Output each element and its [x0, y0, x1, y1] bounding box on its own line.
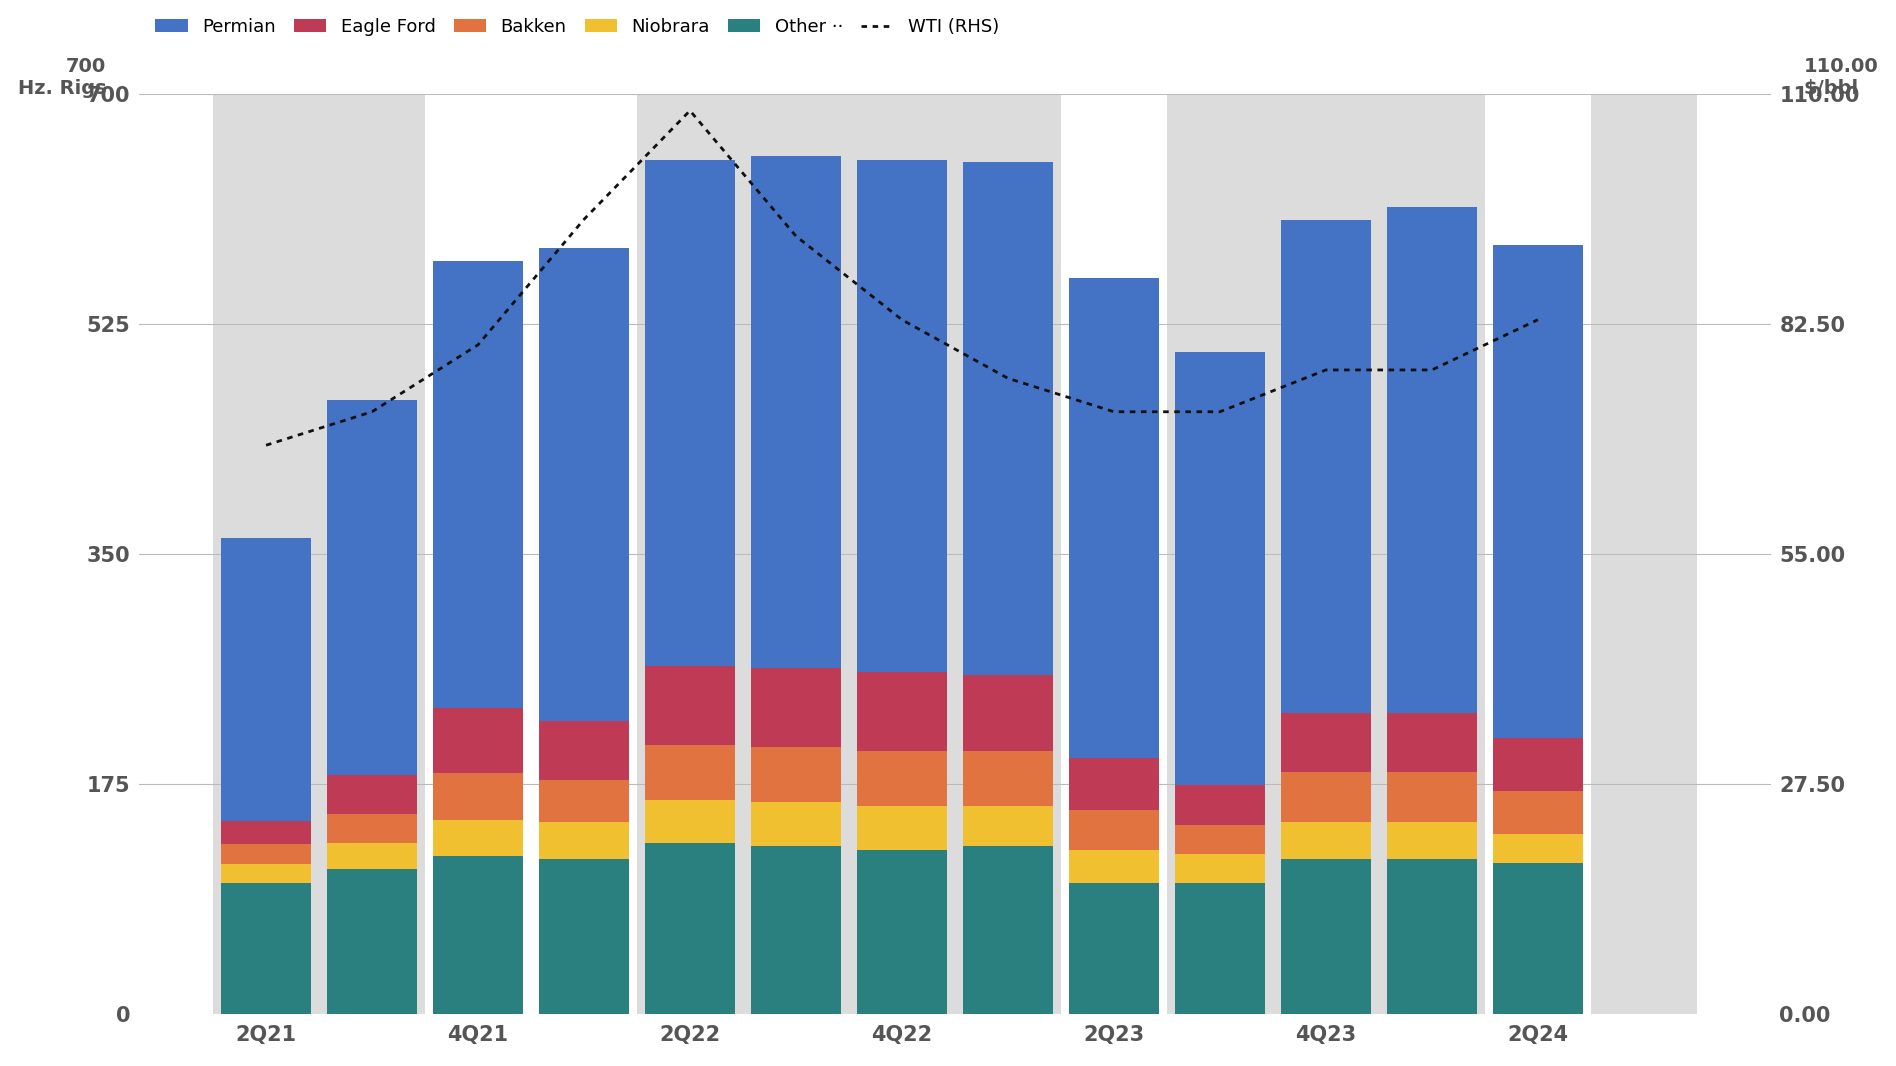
Bar [1069, 758, 1158, 810]
Bar [1386, 713, 1477, 772]
Bar [222, 821, 311, 844]
Bar [963, 752, 1052, 806]
Bar [1282, 220, 1371, 713]
Bar [222, 883, 311, 1014]
Bar [222, 844, 311, 865]
Bar [432, 261, 523, 708]
Bar [751, 156, 842, 668]
Text: 110.00
$/bbl: 110.00 $/bbl [1803, 58, 1879, 98]
Bar [1282, 772, 1371, 822]
Bar [1492, 738, 1583, 791]
Bar [645, 843, 736, 1014]
Bar [1492, 834, 1583, 862]
Bar [857, 806, 946, 850]
Bar [1282, 713, 1371, 772]
Bar [963, 162, 1052, 675]
Bar [857, 160, 946, 673]
Bar [857, 752, 946, 806]
Bar [1492, 862, 1583, 1014]
Bar [751, 803, 842, 845]
Bar [1069, 850, 1158, 883]
Bar [963, 806, 1052, 845]
Bar [538, 859, 629, 1014]
Bar [1069, 278, 1158, 758]
Bar [1386, 207, 1477, 713]
Bar [432, 856, 523, 1014]
Bar [1176, 352, 1265, 786]
Bar [538, 721, 629, 780]
Bar [432, 820, 523, 856]
Bar [326, 843, 417, 870]
Bar [857, 850, 946, 1014]
Bar [1069, 883, 1158, 1014]
Legend: Permian, Eagle Ford, Bakken, Niobrara, Other ··, WTI (RHS): Permian, Eagle Ford, Bakken, Niobrara, O… [148, 11, 1007, 44]
Bar [538, 780, 629, 822]
Bar [1176, 854, 1265, 883]
Bar [222, 865, 311, 883]
Bar [432, 708, 523, 774]
Bar [1069, 810, 1158, 850]
Bar [857, 673, 946, 752]
Bar [432, 774, 523, 820]
Bar [637, 94, 1062, 1014]
Bar [1176, 883, 1265, 1014]
Bar [1386, 859, 1477, 1014]
Bar [963, 675, 1052, 752]
Bar [1176, 825, 1265, 854]
Bar [326, 400, 417, 775]
Bar [1166, 94, 1485, 1014]
Bar [751, 845, 842, 1014]
Bar [1282, 822, 1371, 859]
Bar [751, 747, 842, 803]
Bar [645, 800, 736, 843]
Bar [222, 538, 311, 821]
Bar [326, 775, 417, 814]
Bar [538, 822, 629, 859]
Bar [645, 160, 736, 665]
Bar [1386, 772, 1477, 822]
Bar [1176, 786, 1265, 825]
Bar [1386, 822, 1477, 859]
Text: 700
Hz. Rigs: 700 Hz. Rigs [17, 58, 106, 98]
Bar [1591, 94, 1697, 1014]
Bar [751, 668, 842, 747]
Bar [326, 870, 417, 1014]
Bar [326, 814, 417, 843]
Bar [1492, 245, 1583, 738]
Bar [645, 665, 736, 744]
Bar [963, 845, 1052, 1014]
Bar [1492, 791, 1583, 834]
Bar [538, 247, 629, 721]
Bar [1282, 859, 1371, 1014]
Bar [645, 744, 736, 800]
Bar [212, 94, 425, 1014]
